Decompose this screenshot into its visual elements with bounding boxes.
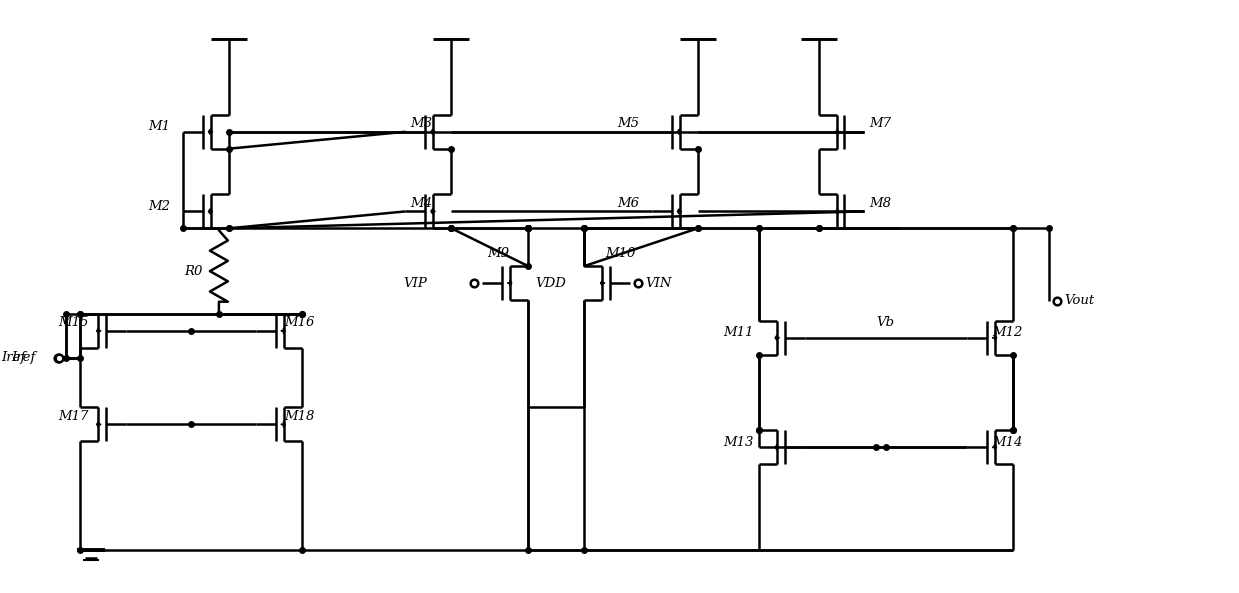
- Text: M16: M16: [284, 317, 315, 329]
- Text: M12: M12: [992, 326, 1022, 339]
- Text: M6: M6: [617, 197, 639, 210]
- Text: Vout: Vout: [1064, 295, 1094, 308]
- Text: VIP: VIP: [404, 276, 427, 289]
- Text: M2: M2: [147, 200, 170, 213]
- Text: M18: M18: [284, 410, 315, 423]
- Text: Iref: Iref: [11, 351, 36, 364]
- Text: M15: M15: [58, 317, 89, 329]
- Text: R0: R0: [183, 264, 202, 278]
- Text: M7: M7: [870, 117, 891, 130]
- Text: M5: M5: [617, 117, 639, 130]
- Text: M14: M14: [992, 436, 1022, 449]
- Text: M10: M10: [605, 247, 636, 260]
- Text: M1: M1: [147, 120, 170, 133]
- Text: Vb: Vb: [876, 317, 895, 329]
- Text: M13: M13: [722, 436, 753, 449]
- Text: Iref: Iref: [1, 351, 26, 364]
- Text: VDD: VDD: [535, 276, 566, 289]
- Text: M11: M11: [722, 326, 753, 339]
- Text: VIN: VIN: [646, 276, 672, 289]
- Text: M8: M8: [870, 197, 891, 210]
- Text: M17: M17: [58, 410, 89, 423]
- Text: M4: M4: [410, 197, 432, 210]
- Text: M9: M9: [487, 247, 509, 260]
- Text: M3: M3: [410, 117, 432, 130]
